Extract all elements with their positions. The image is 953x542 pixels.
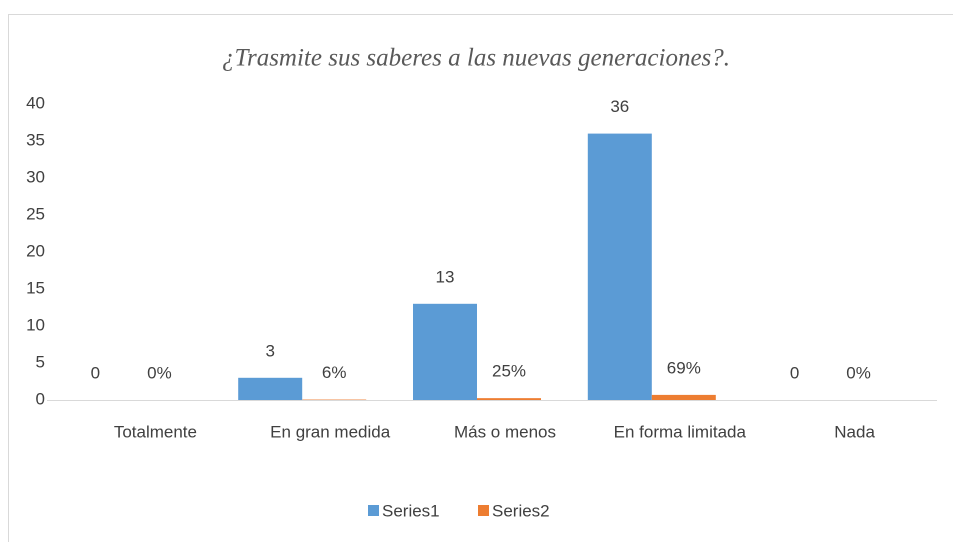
x-tick-label: Totalmente xyxy=(114,422,197,441)
data-label: 0 xyxy=(790,363,799,382)
y-tick-label: 30 xyxy=(26,167,45,186)
bar xyxy=(238,377,303,400)
bar xyxy=(587,133,652,400)
y-tick-label: 40 xyxy=(26,93,45,112)
x-tick-label: En gran medida xyxy=(270,422,391,441)
legend-swatch xyxy=(478,505,489,516)
chart-frame xyxy=(8,14,953,542)
data-label: 36 xyxy=(610,97,629,116)
chart-title: ¿Trasmite sus saberes a las nuevas gener… xyxy=(222,45,730,72)
y-tick-label: 5 xyxy=(36,352,45,371)
bar xyxy=(477,398,541,400)
bar xyxy=(651,394,716,400)
bar xyxy=(413,303,477,400)
legend-swatch xyxy=(368,505,379,516)
y-tick-label: 25 xyxy=(26,204,45,223)
y-tick-label: 10 xyxy=(26,315,45,334)
x-tick-label: Más o menos xyxy=(454,422,556,441)
data-label: 0% xyxy=(846,363,871,382)
data-label: 3 xyxy=(265,341,274,360)
data-label: 0% xyxy=(147,363,172,382)
data-label: 0 xyxy=(91,363,100,382)
data-label: 13 xyxy=(436,267,455,286)
data-label: 6% xyxy=(322,363,347,382)
data-label: 25% xyxy=(492,362,526,381)
x-tick-label: En forma limitada xyxy=(614,422,747,441)
y-tick-label: 0 xyxy=(36,389,45,408)
x-tick-label: Nada xyxy=(834,422,875,441)
y-tick-label: 15 xyxy=(26,278,45,297)
legend-label: Series2 xyxy=(492,501,550,520)
data-label: 69% xyxy=(667,358,701,377)
legend-label: Series1 xyxy=(382,501,440,520)
y-tick-label: 35 xyxy=(26,130,45,149)
y-tick-label: 20 xyxy=(26,241,45,260)
